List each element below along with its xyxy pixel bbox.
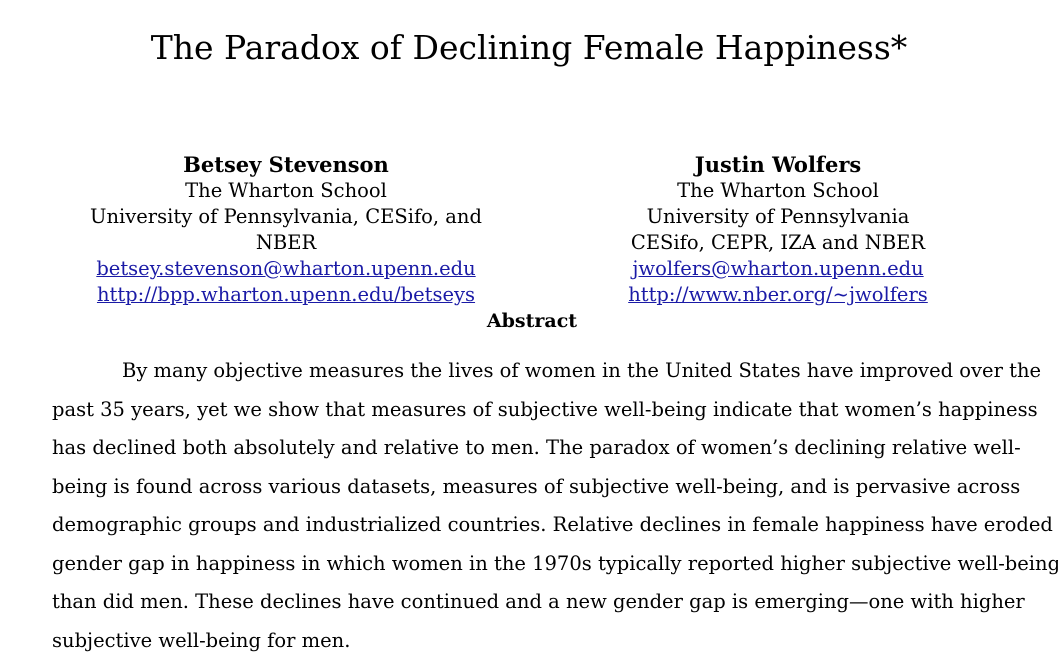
author-affiliation: University of Pennsylvania <box>646 205 910 228</box>
abstract-line: past 35 years, yet we show that measures… <box>52 397 1038 421</box>
author-affiliation: The Wharton School <box>677 179 879 202</box>
paper-title: The Paradox of Declining Female Happines… <box>150 28 908 67</box>
author-affiliation: University of Pennsylvania, CESifo, and … <box>90 205 482 254</box>
author-block-stevenson: Betsey Stevenson The Wharton School Univ… <box>60 152 512 308</box>
author-affiliation: The Wharton School <box>185 179 387 202</box>
author-name: Justin Wolfers <box>694 152 862 177</box>
abstract-line: has declined both absolutely and relativ… <box>52 436 1021 459</box>
abstract-heading: Abstract <box>486 310 578 332</box>
author-email-link[interactable]: betsey.stevenson@wharton.upenn.edu <box>96 257 476 280</box>
author-homepage-link[interactable]: http://bpp.wharton.upenn.edu/betseys <box>96 283 476 306</box>
abstract-line: being is found across various datasets, … <box>52 474 1021 498</box>
author-name: Betsey Stevenson <box>183 152 389 177</box>
author-homepage-link[interactable]: http://www.nber.org/~jwolfers <box>628 283 928 306</box>
author-email-link[interactable]: jwolfers@wharton.upenn.edu <box>632 257 924 280</box>
abstract-line: gender gap in happiness in which women i… <box>52 551 1058 575</box>
author-affiliation: CESifo, CEPR, IZA and NBER <box>630 231 926 254</box>
abstract-line: than did men. These declines have contin… <box>52 590 1025 613</box>
author-block-wolfers: Justin Wolfers The Wharton School Univer… <box>596 152 960 308</box>
abstract-body: By many objective measures the lives of … <box>52 352 1058 660</box>
abstract-line: By many objective measures the lives of … <box>122 359 1042 382</box>
abstract-line: demographic groups and industrialized co… <box>52 513 1058 536</box>
abstract-line: subjective well-being for men. <box>52 628 351 652</box>
